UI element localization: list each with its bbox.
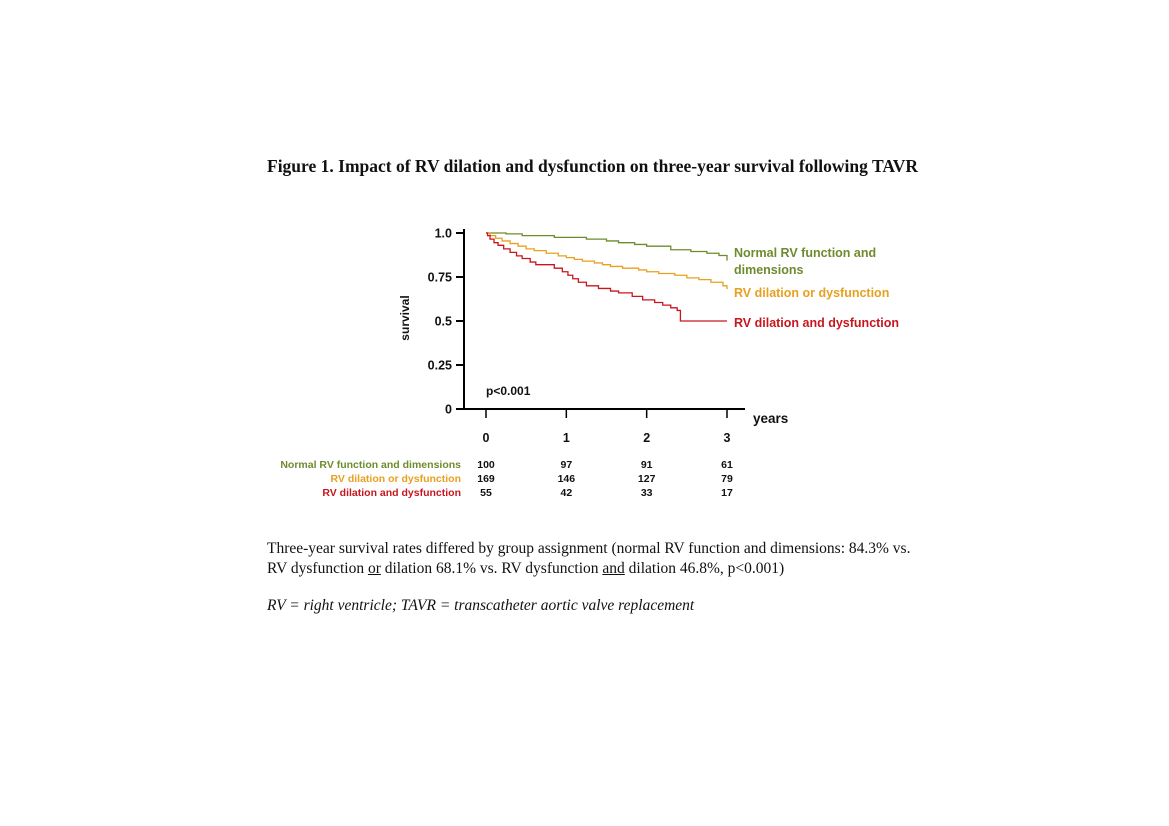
x-tick-label: 0 xyxy=(483,431,490,445)
y-tick-label: 0.75 xyxy=(428,271,452,285)
caption-part-2: dilation 68.1% vs. RV dysfunction xyxy=(380,560,603,577)
p-value-annotation: p<0.001 xyxy=(486,384,531,398)
x-tick-label: 2 xyxy=(643,431,650,445)
y-tick-label: 0.25 xyxy=(428,359,452,373)
at-risk-count: 33 xyxy=(641,487,653,499)
x-tick-label: 1 xyxy=(563,431,570,445)
figure-title: Figure 1. Impact of RV dilation and dysf… xyxy=(267,156,918,176)
caption-or-word: or xyxy=(367,560,381,577)
caption-part-3: dilation 46.8%, p<0.001) xyxy=(624,560,785,577)
at-risk-count: 91 xyxy=(641,459,653,471)
x-axis-label: years xyxy=(753,411,788,426)
y-axis-label: survival xyxy=(398,295,412,340)
risk-table-row-label: RV dilation or dysfunction xyxy=(331,473,461,485)
normal-rv-survival-line xyxy=(486,232,728,261)
x-tick-label: 3 xyxy=(724,431,731,445)
abbreviations-note: RV = right ventricle; TAVR = transcathet… xyxy=(267,597,695,614)
at-risk-count: 61 xyxy=(721,459,733,471)
figure-caption: Three-year survival rates differed by gr… xyxy=(267,539,927,579)
at-risk-count: 127 xyxy=(638,473,656,485)
legend-label: Normal RV function and xyxy=(734,246,876,260)
legend-label: RV dilation and dysfunction xyxy=(734,316,899,330)
rv-dilation-and-dysfunction-line xyxy=(486,232,727,322)
legend-label: dimensions xyxy=(734,263,804,277)
y-tick-label: 1.0 xyxy=(435,227,452,241)
risk-table-row-label: RV dilation and dysfunction xyxy=(322,487,461,499)
at-risk-count: 100 xyxy=(477,459,495,471)
at-risk-count: 55 xyxy=(480,487,492,499)
at-risk-count: 79 xyxy=(721,473,733,485)
rv-dilation-or-dysfunction-line xyxy=(486,232,728,290)
risk-table-row-label: Normal RV function and dimensions xyxy=(280,459,461,471)
caption-and-word: and xyxy=(602,560,625,577)
at-risk-count: 146 xyxy=(558,473,576,485)
y-tick-label: 0.5 xyxy=(435,315,452,329)
caption-part-1: Three-year survival rates differed by gr… xyxy=(267,540,911,577)
y-tick-label: 0 xyxy=(445,403,452,417)
at-risk-count: 169 xyxy=(477,473,495,485)
at-risk-count: 17 xyxy=(721,487,733,499)
at-risk-count: 42 xyxy=(560,487,572,499)
at-risk-count: 97 xyxy=(560,459,572,471)
legend-label: RV dilation or dysfunction xyxy=(734,286,889,300)
